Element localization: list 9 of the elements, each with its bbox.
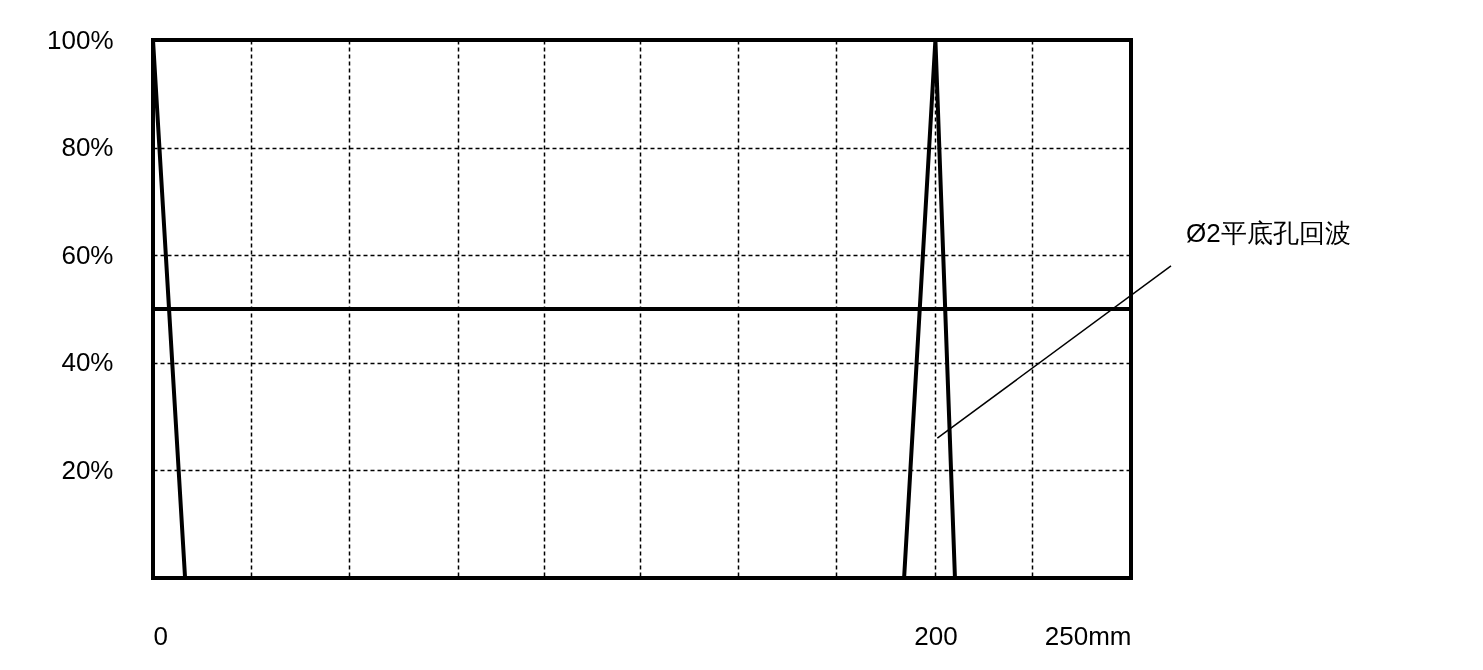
text: Ø2平底孔回波 xyxy=(1186,217,1351,248)
y-tick-label: 40% xyxy=(61,347,114,378)
y-tick-label: 60% xyxy=(61,239,114,270)
x-tick-label: 250mm xyxy=(1044,620,1132,651)
x-tick-label: 200 xyxy=(914,620,958,651)
y-tick-label: 80% xyxy=(61,132,114,163)
y-tick-label: 100% xyxy=(47,24,114,55)
x-tick-label: 0 xyxy=(153,620,168,651)
y-tick-label: 20% xyxy=(61,454,114,485)
